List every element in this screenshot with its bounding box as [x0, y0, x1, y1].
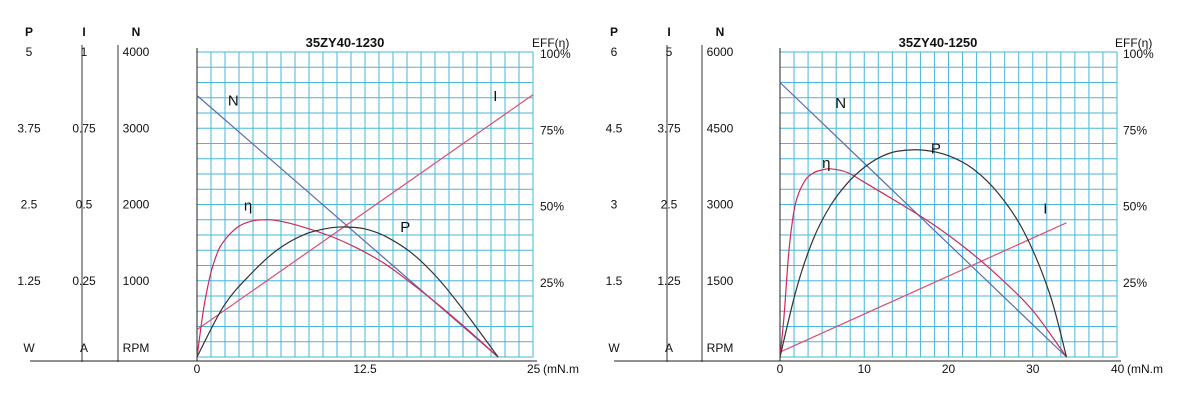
tick-label-p: 1.25: [17, 274, 41, 288]
tick-label-n: 1500: [707, 274, 734, 288]
axis-header-n: N: [716, 25, 725, 39]
series-line-p: [196, 226, 499, 358]
series-line-eff: [196, 219, 499, 358]
x-tick-label: 25: [527, 362, 541, 376]
axis-header-p: P: [610, 25, 618, 39]
series-line-n: [196, 95, 499, 358]
tick-label-i: 0.75: [72, 121, 96, 135]
axis-unit-n: RPM: [123, 341, 150, 355]
series-label-n: N: [228, 92, 239, 109]
tick-label-i: 2.5: [661, 198, 678, 212]
tick-label-p: 6: [611, 45, 618, 59]
tick-label-eff: 50%: [540, 200, 564, 214]
tick-label-p: 1.5: [606, 274, 623, 288]
series-label-eff: η: [244, 198, 252, 215]
series-label-n: N: [835, 95, 846, 112]
series-label-p: P: [400, 219, 410, 236]
axis-unit-p: W: [23, 341, 35, 355]
tick-label-eff: 75%: [1123, 123, 1147, 137]
series-label-eff: η: [822, 155, 830, 172]
axis-header-i: I: [667, 25, 670, 39]
series-line-i: [196, 94, 534, 331]
tick-label-n: 1000: [123, 274, 150, 288]
tick-label-eff: 100%: [540, 47, 571, 61]
x-axis-unit: (mN.m: [1127, 362, 1163, 376]
x-axis-unit: (mN.m: [543, 362, 579, 376]
tick-label-p: 3: [611, 198, 618, 212]
series-line-eff: [779, 168, 1067, 358]
series-label-p: P: [931, 141, 941, 158]
tick-label-i: 1: [81, 45, 88, 59]
axis-header-n: N: [132, 25, 141, 39]
tick-label-i: 5: [666, 45, 673, 59]
axis-unit-i: A: [80, 341, 88, 355]
tick-label-i: 3.75: [657, 121, 681, 135]
tick-label-eff: 50%: [1123, 200, 1147, 214]
axis-header-p: P: [25, 25, 33, 39]
tick-label-n: 3000: [707, 198, 734, 212]
tick-label-eff: 25%: [1123, 276, 1147, 290]
series-label-i: I: [493, 88, 497, 105]
x-tick-label: 12.5: [353, 362, 377, 376]
tick-label-p: 2.5: [21, 198, 38, 212]
x-tick-label: 30: [1026, 362, 1040, 376]
x-tick-label: 10: [858, 362, 872, 376]
tick-label-p: 4.5: [606, 121, 623, 135]
chart-1: 35ZY40-1230 P 5 3.75 2.5 1.25 W I 1 0.75 0.5 0.25 A N…: [17, 25, 579, 376]
tick-label-p: 3.75: [17, 121, 41, 135]
tick-label-i: 0.25: [72, 274, 96, 288]
tick-label-n: 3000: [123, 121, 150, 135]
tick-label-i: 1.25: [657, 274, 681, 288]
series-label-i: I: [1043, 201, 1047, 218]
tick-label-n: 6000: [707, 45, 734, 59]
axis-header-eff: EFF(η): [1115, 36, 1152, 50]
chart-2: 35ZY40-1250 P 6 4.5 3 1.5 W I 5 3.75 2.5 1.25 A N 6000…: [606, 25, 1163, 376]
axis-header-eff: EFF(η): [532, 36, 569, 50]
tick-label-eff: 25%: [540, 276, 564, 290]
chart-title: 35ZY40-1250: [899, 35, 978, 50]
axis-unit-i: A: [665, 341, 673, 355]
plot-grid: [196, 51, 534, 358]
axis-unit-n: RPM: [707, 341, 734, 355]
tick-label-eff: 100%: [1123, 47, 1154, 61]
tick-label-n: 2000: [123, 198, 150, 212]
tick-label-i: 0.5: [76, 198, 93, 212]
tick-label-n: 4500: [707, 121, 734, 135]
tick-label-n: 4000: [123, 45, 150, 59]
plot-grid: [779, 51, 1118, 358]
x-tick-label: 40: [1111, 362, 1125, 376]
axis-unit-p: W: [608, 341, 620, 355]
chart-title: 35ZY40-1230: [306, 35, 385, 50]
series-line-i: [779, 222, 1067, 353]
tick-label-eff: 75%: [540, 123, 564, 137]
series-line-p: [779, 149, 1068, 358]
tick-label-p: 5: [26, 45, 33, 59]
series-line-n: [779, 82, 1067, 358]
x-tick-label: 0: [777, 362, 784, 376]
axis-header-i: I: [82, 25, 85, 39]
x-tick-label: 0: [194, 362, 201, 376]
x-tick-label: 20: [942, 362, 956, 376]
